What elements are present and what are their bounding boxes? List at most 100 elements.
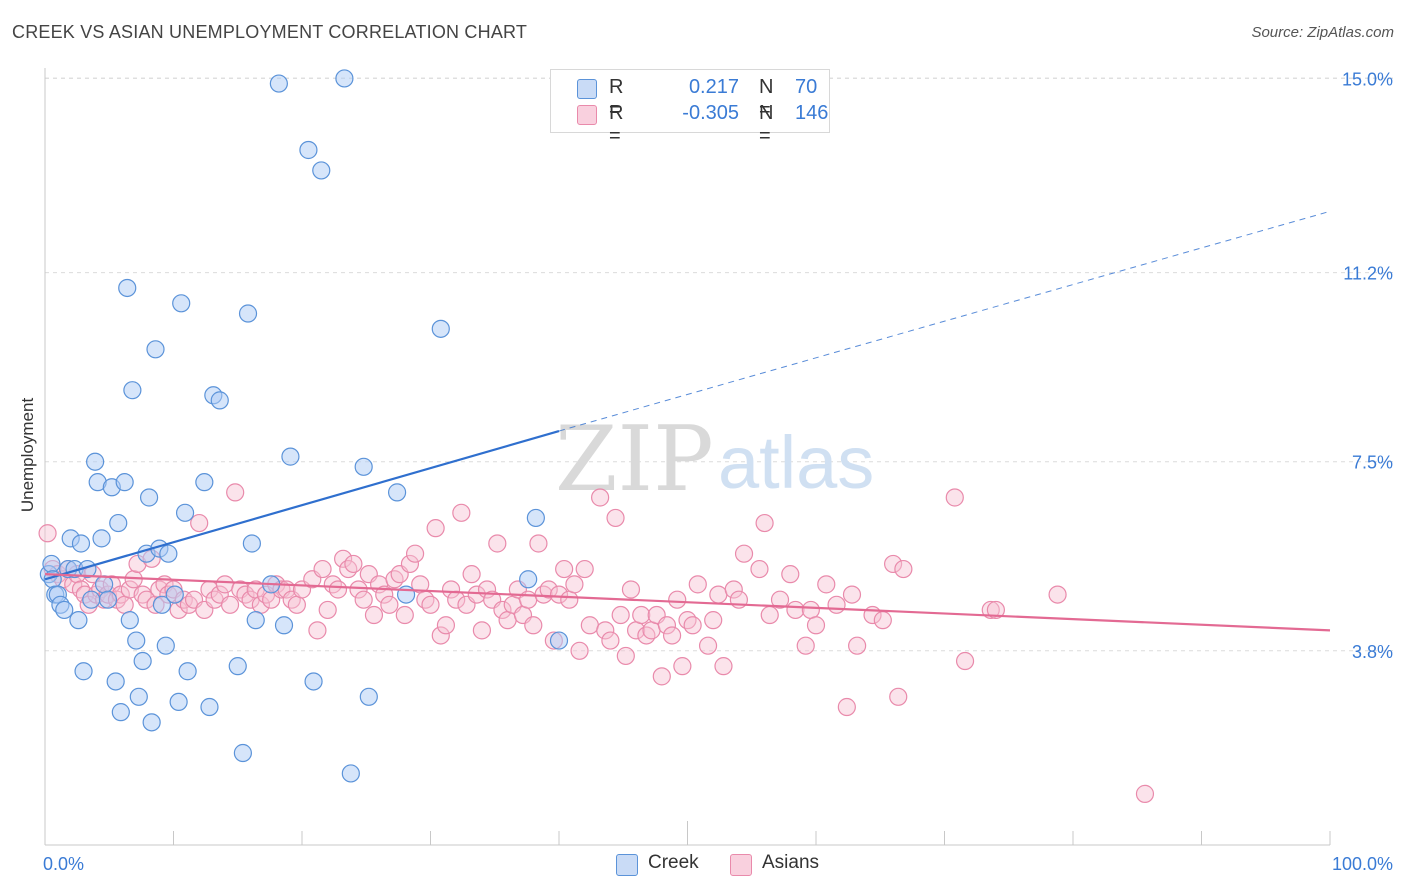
asians-point [945,488,964,507]
asians-point [539,580,558,599]
creek-point [111,703,130,722]
creek-point [123,381,142,400]
asians-point [698,636,718,655]
asians-point [115,595,134,614]
asians-point [842,585,862,604]
creek-point [69,611,88,630]
x-tick-label: 100.0% [1332,854,1393,874]
watermark-zip: ZIP [555,407,714,512]
asians-point [328,580,348,599]
creek-point [146,340,165,359]
asians-point [837,697,856,717]
creek-point [142,713,161,732]
asians-point [642,621,661,640]
asians-point [632,605,651,625]
creek-point [42,554,61,574]
creek-point [210,391,229,410]
asians-point [668,590,687,609]
asians-point [349,580,368,599]
creek-point [127,631,146,650]
asians-point [601,631,620,650]
asians-point [226,483,245,502]
asians-point [806,616,826,635]
asians-point [570,641,589,660]
asians-point [770,590,790,609]
creek-point [228,657,247,676]
asians-point [529,534,548,553]
creek-legend-label: Creek [648,852,699,873]
legend-r-value: -0.305 [682,102,739,124]
creek-point [55,600,74,620]
asians-point [724,580,743,599]
y-tick-label: 15.0% [1342,69,1393,89]
trend-lines [44,210,1331,632]
asians-point [955,651,975,671]
chart-title: CREEK VS ASIAN UNEMPLOYMENT CORRELATION … [12,22,528,42]
asians-point [421,595,440,614]
asians-point [580,616,599,635]
asians-point [375,585,394,604]
y-tick-label: 7.5% [1352,453,1393,473]
asians-point [313,559,332,579]
asians-point [334,549,353,568]
asians-point [709,585,728,604]
asians-point [452,503,471,522]
asians-point [472,621,491,640]
creek-point [335,69,354,88]
creek-point [86,452,105,471]
legend-r-label: R = [609,76,624,121]
correlation-legend: R = 0.217 N = 70 R = -0.305 N = 146 [550,69,830,147]
creek-point [274,616,294,635]
asians-point [1135,784,1155,803]
creek-point [92,529,111,548]
asians-point [498,611,517,630]
asians-point [786,600,805,620]
creek-trend-extension [558,210,1331,432]
asians-point [395,605,414,625]
asians-point [596,621,615,640]
creek-point [526,508,545,528]
asians-point [981,600,1000,620]
asians-point [734,544,754,563]
chart-source: Source: ZipAtlas.com [1251,24,1394,41]
asians-point [611,605,630,625]
x-tick-label: 0.0% [43,854,84,874]
creek-point [359,687,378,706]
creek-point [118,278,137,298]
asians-point [621,580,641,599]
asians-point [986,600,1006,620]
legend-r-label: R = [609,102,624,147]
creek-point [281,447,300,466]
asians-point [652,667,671,686]
creek-point [71,534,91,553]
creek-point [312,161,331,180]
asians-point [1048,585,1067,604]
creek-legend-swatch [616,854,638,876]
asians-point [431,626,450,645]
creek-point [169,692,188,712]
creek-point [109,513,128,533]
legend-r-value: 0.217 [688,76,739,98]
asians-point [683,616,702,635]
creek-point [156,636,175,655]
asians-trend-line [44,573,1331,632]
watermark: ZIP atlas [555,407,874,512]
axes [44,68,1331,846]
y-tick-label: 3.8% [1352,642,1393,662]
creek-point [159,544,178,563]
asians-point [817,575,836,594]
asians-point [339,559,358,579]
asians-point [318,600,337,620]
asians-point [760,605,779,625]
creek-trend-line [44,430,560,581]
asians-point [385,570,404,589]
asians-point [560,590,579,609]
legend-n-label: N = [759,76,774,121]
creek-point [387,483,407,502]
asians-point [488,534,507,553]
creek-point [165,585,184,604]
creek-point [299,140,318,160]
asians-point [714,657,733,676]
asians-point [637,626,656,645]
